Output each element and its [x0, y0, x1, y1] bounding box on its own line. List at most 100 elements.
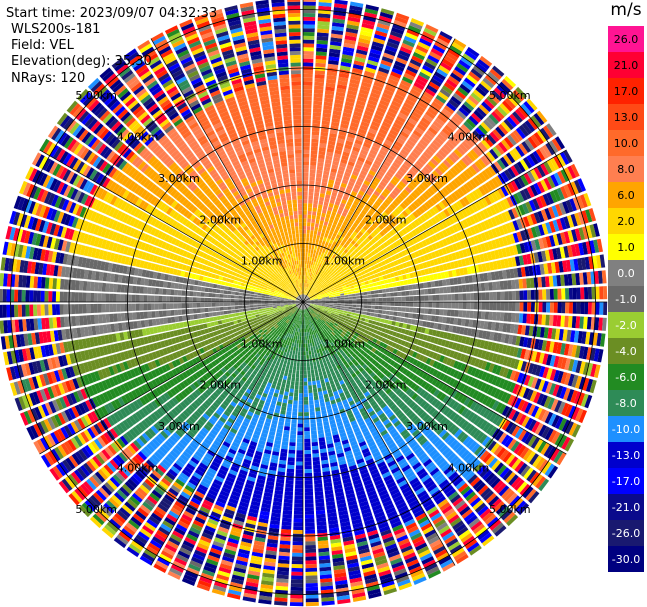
- range-gate: [355, 310, 360, 314]
- range-gate: [317, 28, 330, 34]
- range-gate: [305, 518, 315, 523]
- range-gate: [367, 131, 376, 139]
- range-gate: [523, 101, 535, 114]
- range-gate: [305, 560, 317, 565]
- range-gate: [599, 286, 604, 300]
- range-gate: [288, 453, 295, 458]
- range-gate: [345, 188, 352, 194]
- range-gate: [336, 173, 343, 179]
- range-gate: [346, 93, 357, 100]
- range-gate: [341, 251, 346, 257]
- range-gate: [417, 101, 428, 110]
- range-gate: [469, 284, 474, 292]
- range-gate: [316, 47, 328, 53]
- range-gate: [362, 288, 367, 292]
- range-gate: [443, 309, 448, 316]
- range-gate: [305, 548, 317, 553]
- range-gate: [303, 355, 306, 359]
- range-gate: [339, 227, 345, 233]
- range-gate: [520, 103, 532, 116]
- range-gate: [351, 256, 356, 261]
- range-gate: [307, 377, 312, 382]
- range-gate: [318, 371, 323, 377]
- range-gate: [361, 314, 367, 319]
- range-gate: [413, 163, 422, 171]
- range-gate: [314, 254, 318, 259]
- range-gate: [397, 296, 402, 302]
- range-gate: [458, 293, 463, 301]
- range-gate: [317, 368, 322, 373]
- range-gate: [346, 245, 351, 251]
- range-gate: [373, 113, 384, 121]
- range-gate: [584, 287, 589, 300]
- range-gate: [312, 273, 316, 278]
- range-gate: [314, 226, 319, 232]
- range-gate: [310, 230, 314, 235]
- range-gate: [298, 404, 303, 409]
- range-gate: [305, 571, 318, 576]
- range-gate: [332, 241, 337, 246]
- range-gate: [304, 320, 306, 325]
- range-gate: [331, 191, 338, 197]
- range-gate: [333, 305, 337, 307]
- range-gate: [348, 248, 354, 254]
- range-gate: [352, 170, 359, 177]
- range-gate: [322, 224, 327, 230]
- range-gate: [476, 107, 487, 118]
- range-gate: [284, 487, 294, 492]
- range-gate: [298, 408, 303, 413]
- range-gate: [314, 262, 318, 267]
- range-gate: [385, 136, 395, 144]
- range-gate: [316, 271, 320, 276]
- range-gate: [352, 222, 359, 228]
- range-gate: [304, 423, 310, 428]
- range-gate: [390, 164, 398, 172]
- range-gate: [348, 294, 353, 297]
- range-gate: [362, 251, 368, 257]
- range-gate: [441, 58, 454, 68]
- range-gate: [304, 283, 306, 287]
- range-gate: [413, 107, 424, 116]
- range-gate: [309, 280, 313, 285]
- range-gate: [382, 302, 387, 306]
- range-gate: [403, 160, 412, 168]
- range-gate: [314, 188, 320, 193]
- range-gate: [318, 200, 324, 206]
- range-gate: [308, 199, 313, 204]
- range-gate: [325, 254, 330, 259]
- range-gate: [387, 38, 400, 46]
- range-gate: [384, 208, 391, 216]
- range-gate: [353, 242, 359, 248]
- range-gate: [303, 138, 310, 143]
- range-gate: [305, 275, 307, 280]
- range-gate: [307, 343, 311, 348]
- range-gate: [303, 294, 305, 299]
- range-gate: [323, 262, 328, 267]
- range-gate: [304, 264, 307, 268]
- range-gate: [422, 91, 434, 100]
- range-gate: [293, 518, 303, 523]
- range-gate: [297, 438, 303, 443]
- range-gate: [321, 303, 326, 305]
- range-gate: [303, 294, 305, 299]
- range-gate: [401, 177, 409, 186]
- range-gate: [303, 362, 307, 367]
- range-gate: [328, 247, 333, 253]
- range-gate: [306, 283, 308, 288]
- range-gate: [341, 116, 351, 122]
- range-gate: [401, 163, 410, 171]
- range-gate: [348, 129, 357, 136]
- range-gate: [488, 92, 501, 104]
- range-gate: [374, 210, 381, 217]
- range-gate: [407, 194, 416, 202]
- range-gate: [364, 318, 370, 323]
- range-gate: [308, 347, 311, 352]
- range-gate: [356, 193, 363, 200]
- range-gate: [303, 153, 310, 158]
- range-gate: [338, 254, 344, 260]
- range-gate: [391, 210, 399, 218]
- range-gate: [432, 120, 443, 130]
- range-gate: [434, 71, 446, 81]
- range-gate: [334, 99, 344, 105]
- range-gate: [378, 293, 383, 298]
